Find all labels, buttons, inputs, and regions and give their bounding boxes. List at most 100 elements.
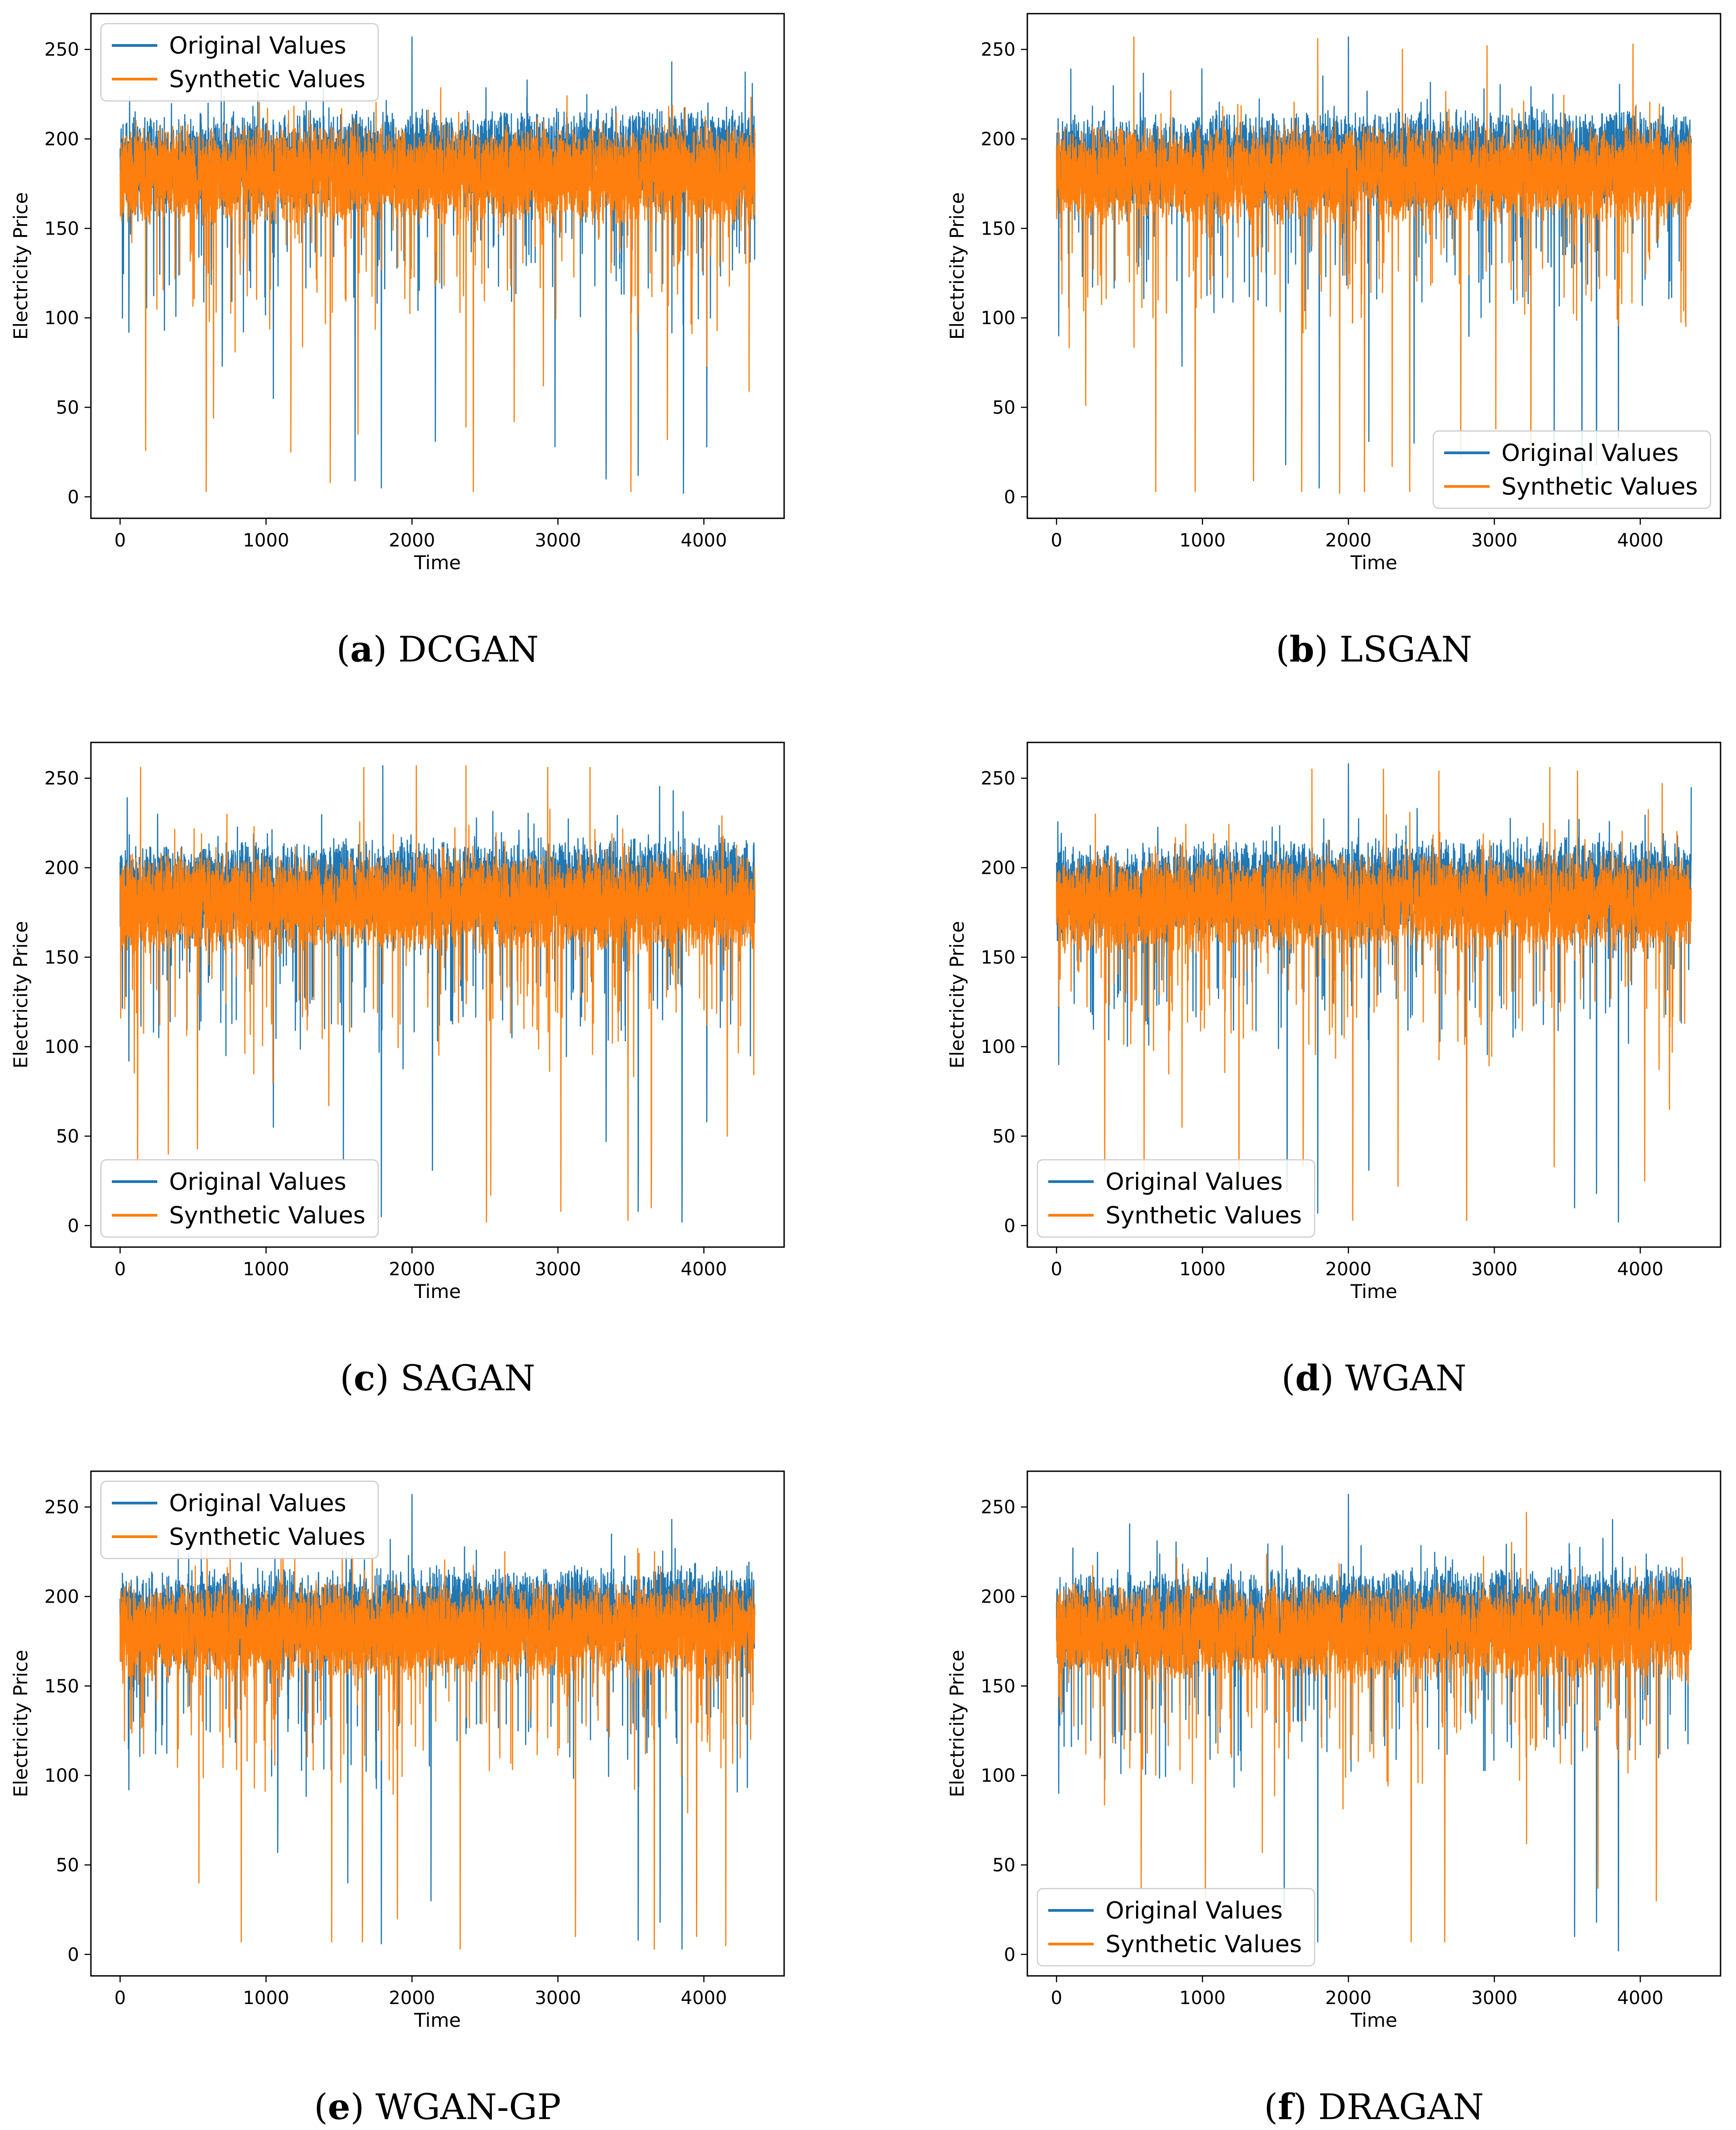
x-tick-label: 1000 xyxy=(1179,1988,1226,2009)
legend-b: Original Values Synthetic Values xyxy=(1432,430,1711,509)
chart-panel-e: 0 1000 2000 3000 4000 0 50 100 150 200 250 Time Elec… xyxy=(10,1470,785,2128)
legend-label: Synthetic Values xyxy=(169,1202,365,1229)
caption-paren-open: ( xyxy=(1264,2087,1278,2128)
subfigure-caption-a: (a) DCGAN xyxy=(336,629,539,670)
y-tick-label: 200 xyxy=(45,129,79,150)
x-axis-label: Time xyxy=(414,551,461,574)
y-tick-label: 150 xyxy=(45,1676,79,1697)
x-tick-label: 1000 xyxy=(243,1259,289,1280)
legend-label: Original Values xyxy=(169,1168,346,1196)
x-tick-label: 3000 xyxy=(535,1259,581,1280)
y-tick-label: 150 xyxy=(45,947,79,968)
legend-box xyxy=(100,1159,379,1238)
x-axis-label: Time xyxy=(1350,1280,1397,1303)
legend-a: Original Values Synthetic Values xyxy=(100,23,379,102)
caption-paren-open: ( xyxy=(336,629,350,670)
legend-box xyxy=(100,1480,379,1559)
legend-label: Synthetic Values xyxy=(1501,473,1698,501)
x-tick-label: 3000 xyxy=(535,1988,581,2009)
plot-frame-e xyxy=(90,1470,785,1977)
x-tick-label: 4000 xyxy=(681,1259,727,1280)
legend-label: Original Values xyxy=(1106,1897,1283,1925)
legend-box xyxy=(1036,1159,1316,1238)
x-tick-label: 0 xyxy=(1051,530,1062,551)
y-axis-label: Electricity Price xyxy=(946,192,968,340)
y-tick-label: 50 xyxy=(992,1126,1016,1147)
x-tick-label: 0 xyxy=(114,530,125,551)
synthetic-values-line-e xyxy=(119,1533,755,1950)
x-axis-label: Time xyxy=(414,2009,461,2031)
caption-letter: c xyxy=(354,1358,375,1399)
caption-paren-close: ) xyxy=(375,1358,400,1399)
caption-letter: b xyxy=(1290,629,1315,670)
x-tick-label: 4000 xyxy=(1617,1259,1664,1280)
caption-paren-open: ( xyxy=(340,1358,354,1399)
caption-name: LSGAN xyxy=(1340,629,1472,670)
y-tick-label: 100 xyxy=(981,308,1016,329)
y-tick-label: 200 xyxy=(45,858,79,879)
synthetic-values-line-d xyxy=(1056,767,1692,1221)
y-tick-label: 50 xyxy=(992,1855,1016,1876)
x-axis-label: Time xyxy=(1350,2009,1397,2031)
caption-letter: a xyxy=(350,629,373,670)
legend-label: Original Values xyxy=(169,1490,346,1517)
legend-label: Synthetic Values xyxy=(1106,1202,1302,1229)
plot-frame-f xyxy=(1026,1470,1721,1977)
legend-box xyxy=(1036,1888,1316,1967)
plot-frame-d xyxy=(1026,742,1721,1248)
x-axis-label: Time xyxy=(414,1280,461,1303)
y-tick-label: 50 xyxy=(992,397,1016,418)
caption-paren-close: ) xyxy=(350,2087,375,2128)
caption-name: WGAN xyxy=(1345,1358,1466,1399)
chart-panel-f: 0 1000 2000 3000 4000 0 50 100 150 200 250 Time Elec… xyxy=(946,1470,1721,2128)
caption-paren-close: ) xyxy=(1320,1358,1345,1399)
x-tick-label: 4000 xyxy=(681,530,727,551)
x-tick-label: 1000 xyxy=(243,530,289,551)
y-tick-label: 150 xyxy=(981,218,1016,239)
y-tick-label: 250 xyxy=(45,768,79,789)
y-tick-label: 0 xyxy=(1004,1945,1016,1965)
chart-panel-b: 0 1000 2000 3000 4000 0 50 100 150 200 250 Time Elec… xyxy=(946,13,1721,670)
y-axis-label: Electricity Price xyxy=(10,192,32,340)
legend-d: Original Values Synthetic Values xyxy=(1036,1159,1316,1238)
plot-frame-a xyxy=(90,13,785,519)
original-values-line-b xyxy=(1056,36,1692,489)
legend-label: Original Values xyxy=(169,32,346,60)
subfigure-caption-b: (b) LSGAN xyxy=(1276,629,1472,670)
y-tick-label: 0 xyxy=(68,487,79,508)
x-tick-label: 2000 xyxy=(1325,530,1371,551)
x-tick-label: 3000 xyxy=(535,530,581,551)
legend-c: Original Values Synthetic Values xyxy=(100,1159,379,1238)
y-tick-label: 200 xyxy=(981,858,1016,879)
x-tick-label: 3000 xyxy=(1471,1988,1517,2009)
legend-label: Synthetic Values xyxy=(169,1524,365,1551)
y-tick-label: 200 xyxy=(981,129,1016,150)
caption-name: SAGAN xyxy=(400,1358,535,1399)
synthetic-values-line-f xyxy=(1056,1512,1692,1943)
subfigure-caption-f: (f) DRAGAN xyxy=(1264,2086,1484,2128)
legend-box xyxy=(100,23,379,102)
y-tick-label: 0 xyxy=(1004,487,1016,508)
caption-letter: d xyxy=(1295,1358,1320,1399)
subfigure-caption-c: (c) SAGAN xyxy=(340,1358,535,1399)
caption-paren-open: ( xyxy=(1276,629,1289,670)
synthetic-values-line-b xyxy=(1056,36,1692,494)
x-tick-label: 3000 xyxy=(1471,530,1517,551)
caption-paren-close: ) xyxy=(1293,2087,1318,2128)
y-tick-label: 250 xyxy=(981,768,1016,789)
y-tick-label: 100 xyxy=(45,1765,79,1786)
x-tick-label: 0 xyxy=(114,1259,125,1280)
y-tick-label: 100 xyxy=(981,1037,1016,1057)
caption-paren-close: ) xyxy=(373,629,398,670)
caption-letter: e xyxy=(328,2086,350,2128)
y-tick-label: 250 xyxy=(45,40,79,60)
x-tick-label: 1000 xyxy=(243,1988,289,2009)
x-tick-label: 0 xyxy=(1051,1988,1062,2009)
caption-letter: f xyxy=(1278,2086,1295,2128)
caption-name: WGAN-GP xyxy=(375,2087,561,2128)
caption-paren-close: ) xyxy=(1314,629,1339,670)
legend-e: Original Values Synthetic Values xyxy=(100,1480,379,1559)
chart-panel-c: 0 1000 2000 3000 4000 0 50 100 150 200 250 Time Elec… xyxy=(10,742,785,1399)
caption-paren-open: ( xyxy=(1281,1358,1295,1399)
caption-name: DRAGAN xyxy=(1318,2087,1484,2128)
